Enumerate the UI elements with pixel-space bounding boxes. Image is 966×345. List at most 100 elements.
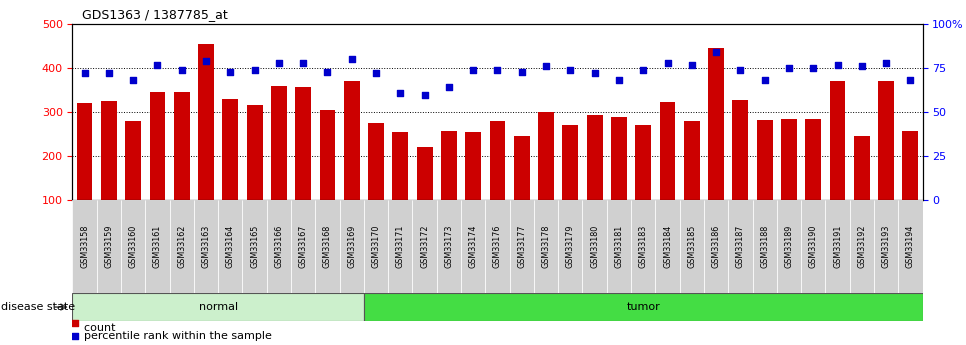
Bar (680, 200, 704, 293)
Bar (878, 81, 894, 200)
Bar (150, 92, 165, 200)
Text: GSM33167: GSM33167 (298, 225, 308, 268)
Bar (777, 200, 801, 293)
Text: GSM33180: GSM33180 (590, 225, 599, 268)
Bar (534, 200, 558, 293)
Bar (271, 86, 287, 200)
Point (878, 60, 894, 66)
Bar (607, 200, 631, 293)
Bar (510, 200, 534, 293)
Point (320, 69, 335, 75)
Text: tumor: tumor (626, 302, 660, 312)
Bar (388, 200, 412, 293)
Text: count: count (77, 323, 116, 333)
Point (344, 57, 359, 62)
Text: GSM33164: GSM33164 (226, 225, 235, 268)
Bar (558, 200, 582, 293)
Point (296, 60, 311, 66)
Point (68, 320, 83, 325)
Bar (416, 147, 433, 200)
Bar (631, 200, 655, 293)
Bar (97, 200, 121, 293)
Bar (854, 136, 869, 200)
Text: GSM33173: GSM33173 (444, 225, 453, 268)
Bar (461, 200, 485, 293)
Text: GSM33190: GSM33190 (809, 225, 818, 268)
Text: GSM33159: GSM33159 (104, 225, 113, 268)
Point (466, 67, 481, 73)
Bar (756, 120, 773, 200)
Point (368, 71, 384, 76)
Bar (76, 104, 93, 200)
Bar (704, 200, 728, 293)
Text: GSM33179: GSM33179 (566, 225, 575, 268)
Bar (582, 200, 607, 293)
Bar (781, 119, 797, 200)
Point (222, 69, 238, 75)
Text: GDS1363 / 1387785_at: GDS1363 / 1387785_at (82, 8, 228, 21)
Point (757, 78, 773, 83)
Text: GSM33178: GSM33178 (542, 225, 551, 268)
Text: GSM33176: GSM33176 (493, 225, 502, 268)
Bar (801, 200, 825, 293)
Bar (320, 110, 335, 200)
Bar (753, 200, 777, 293)
Text: GSM33165: GSM33165 (250, 225, 259, 268)
Bar (101, 101, 117, 200)
Text: normal: normal (199, 302, 238, 312)
Text: GSM33187: GSM33187 (736, 225, 745, 268)
Bar (194, 200, 218, 293)
Bar (170, 200, 194, 293)
Bar (538, 112, 554, 200)
Bar (466, 132, 481, 200)
Bar (364, 200, 388, 293)
Bar (412, 200, 437, 293)
Point (587, 71, 603, 76)
Point (417, 92, 433, 97)
Text: GSM33186: GSM33186 (712, 225, 721, 268)
Point (101, 71, 117, 76)
Bar (806, 119, 821, 200)
Bar (902, 131, 919, 200)
Bar (562, 125, 579, 200)
Bar (72, 293, 364, 321)
Text: GSM33166: GSM33166 (274, 225, 283, 268)
Text: GSM33184: GSM33184 (663, 225, 672, 268)
Bar (267, 200, 291, 293)
Bar (514, 136, 529, 200)
Text: GSM33171: GSM33171 (396, 225, 405, 268)
Point (538, 63, 554, 69)
Bar (490, 121, 505, 200)
Bar (708, 48, 724, 200)
Bar (198, 44, 213, 200)
Text: GSM33168: GSM33168 (323, 225, 332, 268)
Point (611, 78, 627, 83)
Bar (586, 115, 603, 200)
Text: GSM33158: GSM33158 (80, 225, 89, 268)
Point (174, 67, 189, 73)
Text: GSM33193: GSM33193 (882, 225, 891, 268)
Bar (296, 87, 311, 200)
Text: GSM33183: GSM33183 (639, 225, 648, 268)
Bar (636, 125, 651, 200)
Point (684, 62, 699, 67)
Point (77, 71, 93, 76)
Bar (684, 121, 699, 200)
Text: GSM33170: GSM33170 (372, 225, 381, 268)
Text: GSM33160: GSM33160 (128, 225, 138, 268)
Point (514, 69, 529, 75)
Point (271, 60, 287, 66)
Bar (340, 200, 364, 293)
Bar (437, 200, 461, 293)
Point (732, 67, 748, 73)
Text: GSM33194: GSM33194 (906, 225, 915, 268)
Bar (441, 131, 457, 200)
Point (806, 66, 821, 71)
Point (150, 62, 165, 67)
Bar (830, 81, 845, 200)
Text: GSM33192: GSM33192 (857, 225, 867, 268)
Bar (315, 200, 340, 293)
Bar (660, 102, 675, 200)
Bar (898, 200, 923, 293)
Point (562, 67, 578, 73)
